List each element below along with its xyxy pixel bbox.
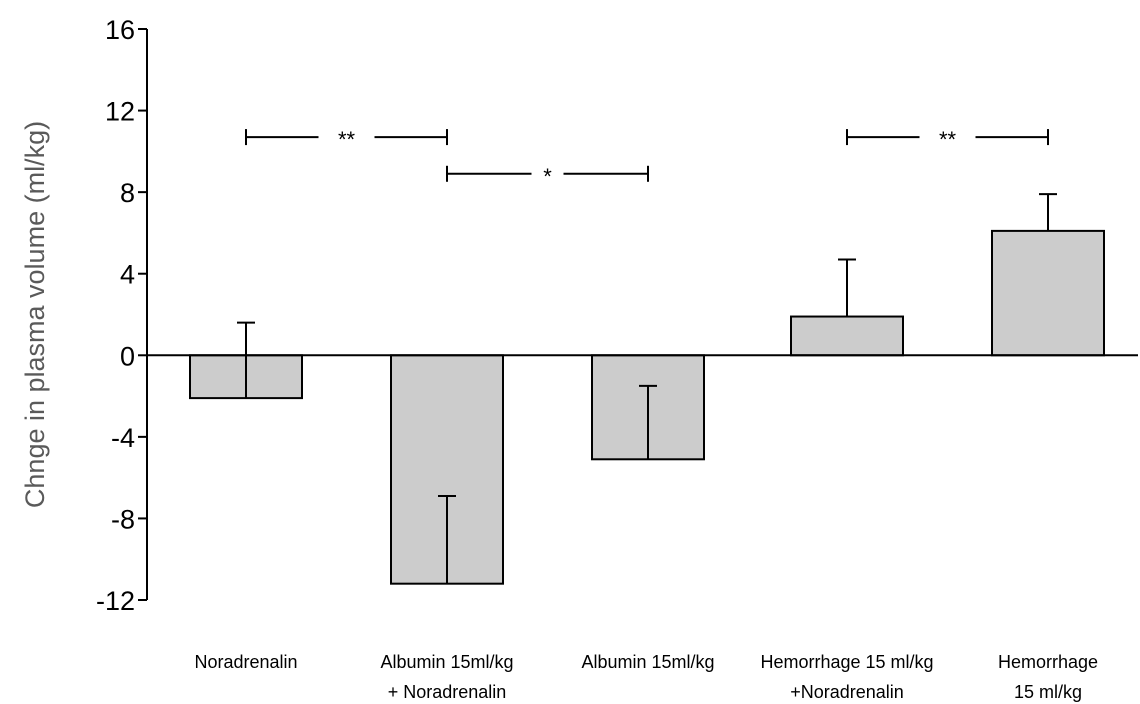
x-category-label: 15 ml/kg [1014, 682, 1082, 702]
significance-label: ** [338, 127, 356, 152]
significance-label: * [543, 164, 552, 189]
y-tick-label: 16 [105, 15, 135, 45]
x-category-label: Hemorrhage [998, 652, 1098, 672]
y-axis-title: Chnge in plasma volume (ml/kg) [20, 121, 50, 508]
y-tick-label: 12 [105, 97, 135, 127]
x-category-label: Albumin 15ml/kg [380, 652, 513, 672]
y-tick-label: -8 [111, 504, 135, 534]
x-category-label: + Noradrenalin [388, 682, 507, 702]
y-tick-label: 8 [120, 178, 135, 208]
bar [790, 315, 904, 357]
bar [991, 229, 1105, 357]
y-tick-label: 4 [120, 260, 135, 290]
x-category-label: Hemorrhage 15 ml/kg [760, 652, 933, 672]
x-category-label: Noradrenalin [194, 652, 297, 672]
significance-label: ** [939, 127, 957, 152]
x-category-label: Albumin 15ml/kg [581, 652, 714, 672]
x-category-label: +Noradrenalin [790, 682, 904, 702]
y-tick-label: -12 [96, 586, 135, 616]
y-tick-label: 0 [120, 341, 135, 371]
y-tick-label: -4 [111, 423, 135, 453]
